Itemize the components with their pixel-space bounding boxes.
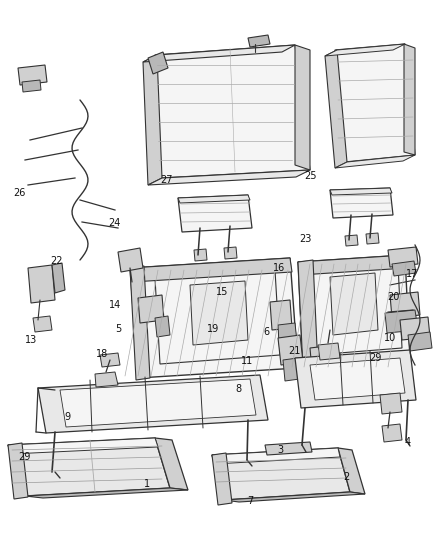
Text: 24: 24 xyxy=(109,218,121,228)
Polygon shape xyxy=(212,448,350,500)
Polygon shape xyxy=(28,265,55,303)
Text: 17: 17 xyxy=(406,270,418,279)
Polygon shape xyxy=(380,393,402,414)
Polygon shape xyxy=(190,281,248,345)
Polygon shape xyxy=(8,443,28,499)
Text: 22: 22 xyxy=(51,256,63,266)
Polygon shape xyxy=(22,80,41,92)
Polygon shape xyxy=(178,195,252,232)
Polygon shape xyxy=(33,316,52,332)
Polygon shape xyxy=(148,52,168,74)
Text: 26: 26 xyxy=(14,188,26,198)
Polygon shape xyxy=(130,266,150,380)
Polygon shape xyxy=(118,248,143,272)
Polygon shape xyxy=(325,44,405,56)
Polygon shape xyxy=(248,35,270,47)
Polygon shape xyxy=(335,155,415,168)
Polygon shape xyxy=(130,258,298,378)
Polygon shape xyxy=(404,44,415,155)
Polygon shape xyxy=(335,44,415,162)
Polygon shape xyxy=(278,335,303,365)
Text: 13: 13 xyxy=(25,335,38,345)
Polygon shape xyxy=(143,45,295,62)
Polygon shape xyxy=(224,247,237,259)
Polygon shape xyxy=(265,442,312,455)
Polygon shape xyxy=(8,438,158,454)
Text: 1: 1 xyxy=(144,479,150,489)
Text: 18: 18 xyxy=(95,350,108,359)
Text: 4: 4 xyxy=(404,438,410,447)
Text: 6: 6 xyxy=(263,327,269,336)
Polygon shape xyxy=(60,379,256,427)
Text: 19: 19 xyxy=(207,324,219,334)
Polygon shape xyxy=(100,353,120,367)
Polygon shape xyxy=(330,188,392,195)
Text: 2: 2 xyxy=(343,472,349,482)
Polygon shape xyxy=(52,263,65,293)
Polygon shape xyxy=(315,363,340,385)
Polygon shape xyxy=(25,488,188,498)
Polygon shape xyxy=(382,424,402,442)
Polygon shape xyxy=(338,448,365,494)
Polygon shape xyxy=(130,258,292,282)
Text: 7: 7 xyxy=(247,496,254,506)
Text: 29: 29 xyxy=(370,353,382,363)
Text: 27: 27 xyxy=(160,175,173,185)
Polygon shape xyxy=(178,195,250,203)
Polygon shape xyxy=(224,492,365,502)
Text: 9: 9 xyxy=(65,413,71,422)
Polygon shape xyxy=(295,45,310,170)
Polygon shape xyxy=(8,438,170,496)
Polygon shape xyxy=(390,292,420,318)
Polygon shape xyxy=(295,350,416,408)
Text: 15: 15 xyxy=(216,287,229,297)
Text: 23: 23 xyxy=(300,234,312,244)
Text: 11: 11 xyxy=(241,357,254,366)
Polygon shape xyxy=(400,317,430,340)
Text: 8: 8 xyxy=(236,384,242,394)
Text: 5: 5 xyxy=(115,325,121,334)
Polygon shape xyxy=(155,438,188,490)
Polygon shape xyxy=(310,345,337,371)
Polygon shape xyxy=(325,50,347,168)
Polygon shape xyxy=(212,453,232,505)
Text: 3: 3 xyxy=(277,446,283,455)
Text: 10: 10 xyxy=(384,334,396,343)
Text: 14: 14 xyxy=(109,301,121,310)
Polygon shape xyxy=(194,249,207,261)
Polygon shape xyxy=(330,273,378,335)
Text: 16: 16 xyxy=(273,263,286,272)
Text: 29: 29 xyxy=(18,453,30,462)
Polygon shape xyxy=(278,323,297,344)
Text: 21: 21 xyxy=(288,346,300,356)
Polygon shape xyxy=(212,448,340,464)
Polygon shape xyxy=(148,170,310,185)
Polygon shape xyxy=(95,372,118,387)
Polygon shape xyxy=(345,235,358,246)
Polygon shape xyxy=(310,358,405,400)
Polygon shape xyxy=(18,65,47,85)
Polygon shape xyxy=(388,247,418,267)
Polygon shape xyxy=(298,255,407,275)
Text: 25: 25 xyxy=(305,171,317,181)
Polygon shape xyxy=(298,260,318,370)
Polygon shape xyxy=(138,295,164,323)
Polygon shape xyxy=(38,375,268,433)
Polygon shape xyxy=(408,332,432,351)
Polygon shape xyxy=(385,310,418,333)
Polygon shape xyxy=(155,316,170,337)
Polygon shape xyxy=(283,357,307,381)
Polygon shape xyxy=(298,255,410,368)
Polygon shape xyxy=(366,233,379,244)
Text: 20: 20 xyxy=(387,293,399,302)
Polygon shape xyxy=(155,45,310,178)
Polygon shape xyxy=(270,300,292,330)
Polygon shape xyxy=(392,261,416,276)
Polygon shape xyxy=(318,343,340,360)
Polygon shape xyxy=(143,55,162,185)
Polygon shape xyxy=(330,188,393,218)
